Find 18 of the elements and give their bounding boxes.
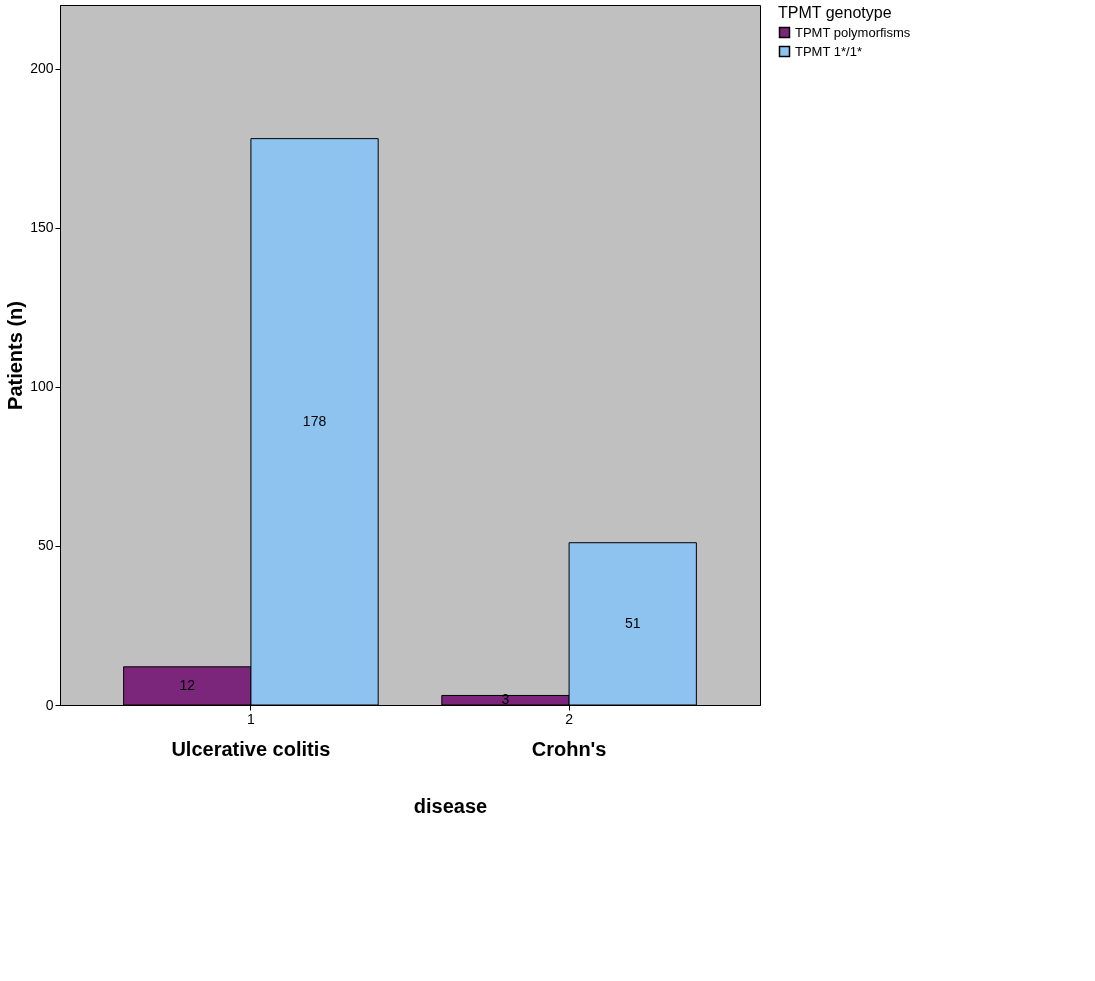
y-axis-title: Patients (n) <box>4 301 27 410</box>
y-tick-label: 150 <box>30 219 54 236</box>
y-tick-label: 200 <box>30 60 54 77</box>
text: Ulcerative colitis <box>171 738 331 760</box>
data-label: 51 <box>624 614 641 631</box>
y-tick-label: 0 <box>45 696 54 713</box>
legend-label: TPMT polymorfisms <box>795 24 911 40</box>
data-label: 178 <box>302 412 327 429</box>
x-tick-label: 1 <box>247 710 256 727</box>
legend-title: TPMT genotype <box>778 4 892 21</box>
x-tick-label: 2 <box>565 710 574 727</box>
legend-label: TPMT 1*/1* <box>795 43 862 59</box>
y-tick-label: 100 <box>30 378 54 395</box>
data-label: 3 <box>501 691 510 708</box>
y-tick-label: 50 <box>37 537 54 554</box>
x-axis-title: disease <box>413 794 488 817</box>
text: Crohn's <box>531 738 607 760</box>
data-label: 12 <box>179 676 196 693</box>
